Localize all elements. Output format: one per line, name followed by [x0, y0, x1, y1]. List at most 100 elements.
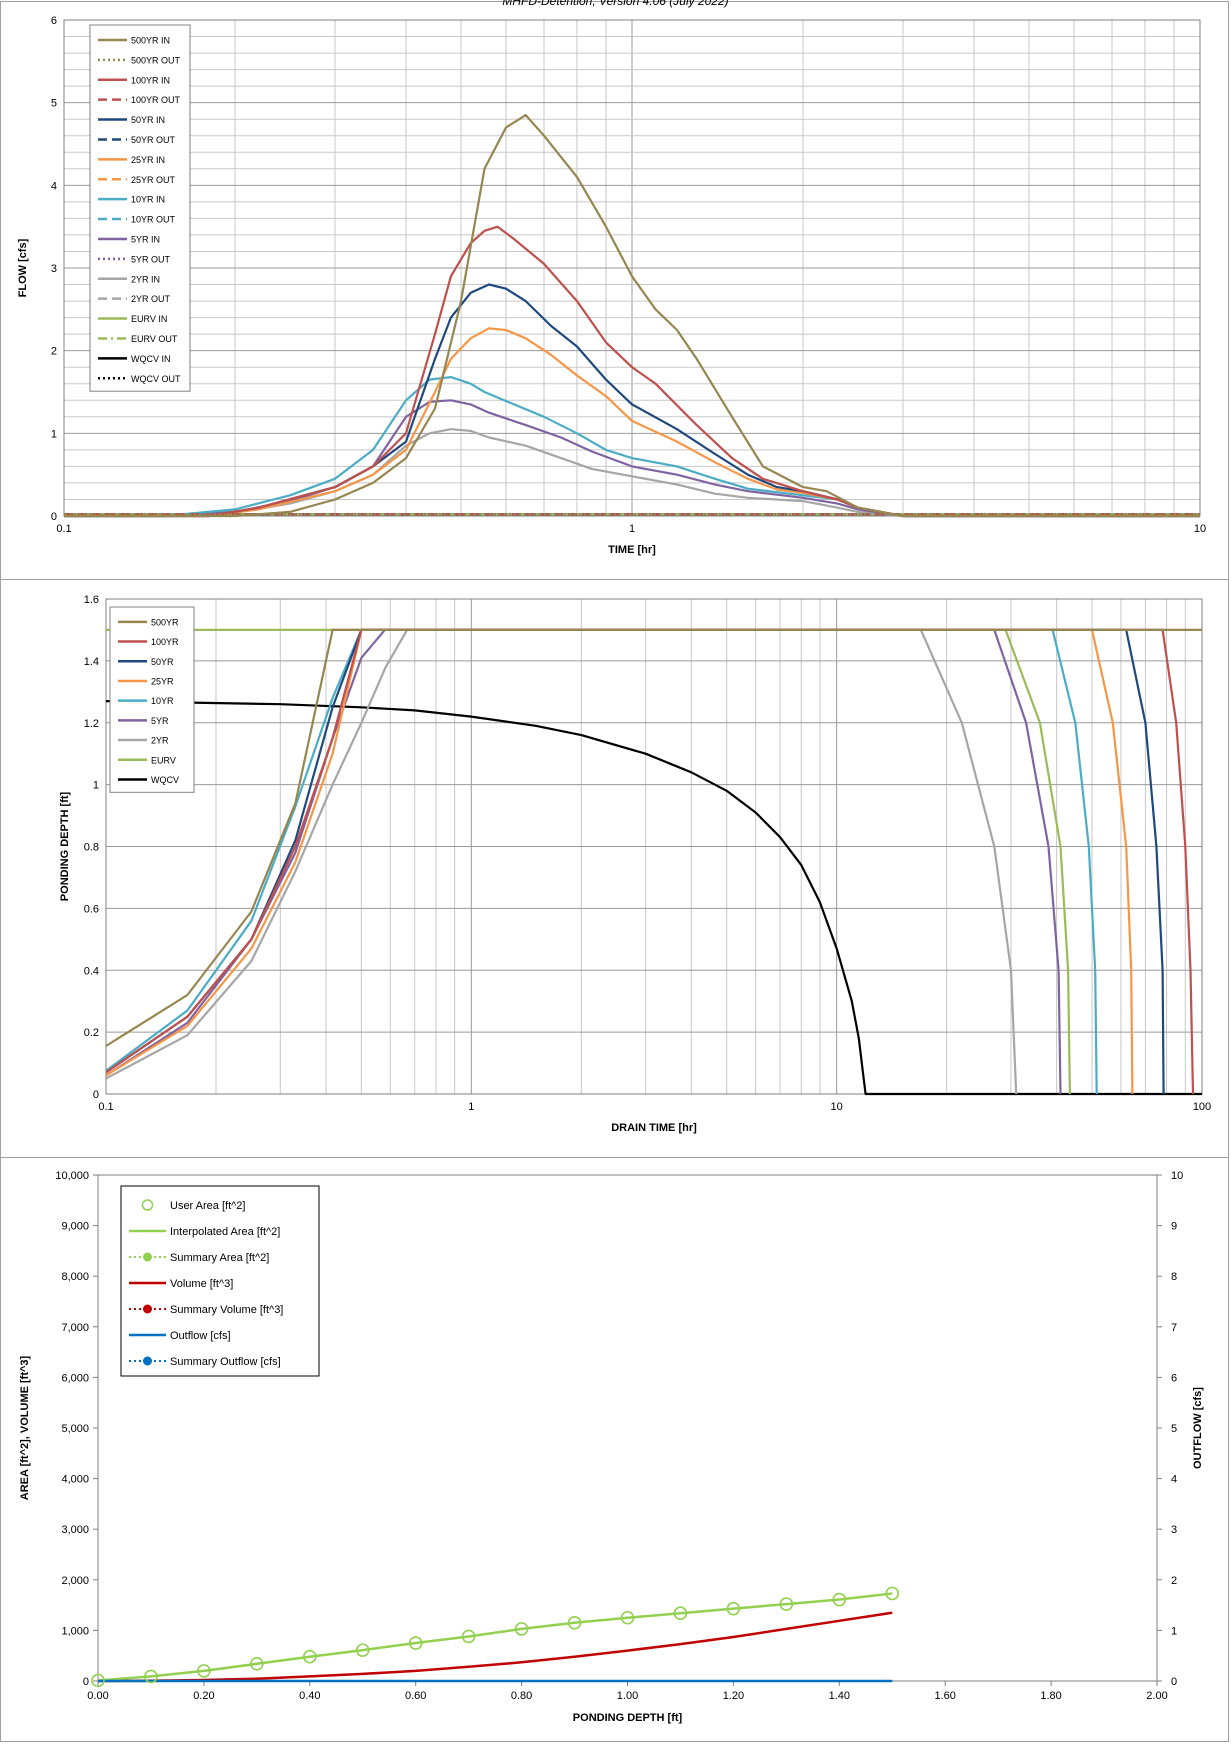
y2-tick-label: 9 [1171, 1221, 1177, 1233]
series-line [106, 700, 1202, 1096]
y-tick-label: 6,000 [61, 1372, 89, 1384]
y-tick-label: 1.4 [84, 656, 99, 668]
gridlines [105, 598, 1203, 1095]
y2-tick-label: 10 [1171, 1170, 1183, 1182]
legend-label: Interpolated Area [ft^2] [170, 1226, 280, 1238]
x-tick-label: 1 [629, 523, 635, 535]
y-tick-label: 1 [51, 428, 57, 440]
y-tick-label: 1.2 [84, 718, 99, 730]
y2-tick-label: 1 [1171, 1625, 1177, 1637]
y-tick-label: 0.2 [84, 1027, 99, 1039]
y2-tick-label: 4 [1171, 1474, 1177, 1486]
series-group [64, 113, 1200, 518]
x-tick-label: 100 [1193, 1101, 1211, 1113]
y-tick-label: 7,000 [61, 1322, 89, 1334]
x-tick-label: 0.40 [299, 1690, 320, 1702]
y-tick-label: 2,000 [61, 1575, 89, 1587]
y-tick-label: 1,000 [61, 1625, 89, 1637]
series-line [64, 225, 1200, 518]
user-area-point [885, 1586, 900, 1601]
legend-label: Summary Volume [ft^3] [170, 1304, 283, 1316]
y2-tick-label: 2 [1171, 1575, 1177, 1587]
y-tick-label: 5,000 [61, 1423, 89, 1435]
legend-label: WQCV [151, 775, 179, 785]
x-tick-label: 1.60 [934, 1690, 955, 1702]
legend-label: 10YR [151, 696, 174, 706]
legend-marker [141, 1199, 154, 1211]
legend-label: Outflow [cfs] [170, 1330, 231, 1342]
drain-time-chart: 0.1 1 10 100 0 0.2 0.4 0.6 0.8 1 1.2 1.4 1.6 DRAIN TI… [59, 594, 1211, 1134]
user-area-point [726, 1601, 741, 1616]
legend-label: Volume [ft^3] [170, 1278, 233, 1290]
user-area-point [91, 1673, 105, 1688]
legend-label: EURV [151, 755, 176, 765]
series-line [64, 327, 1200, 518]
series-group [106, 628, 1202, 1096]
y-tick-label: 0 [93, 1089, 99, 1101]
user-area-point [673, 1606, 688, 1620]
series-line [64, 376, 1200, 518]
y-tick-label: 0 [51, 511, 57, 523]
y-axis-title: AREA [ft^2], VOLUME [ft^3] [19, 1355, 31, 1500]
legend-label: 100YR [151, 637, 179, 647]
y2-tick-label: 8 [1171, 1271, 1177, 1283]
y-tick-label: 1.6 [84, 594, 99, 606]
interpolated-area-line [97, 1592, 893, 1682]
legend: 500YR 100YR 50YR 25YR 10YR 5YR 2YR EURV WQCV [109, 606, 195, 793]
legend-label: EURV IN [131, 314, 167, 324]
legend-label: Summary Outflow [cfs] [170, 1356, 281, 1368]
y-tick-label: 1 [93, 780, 99, 792]
legend-label: 5YR OUT [131, 254, 171, 264]
x-axis-title: PONDING DEPTH [ft] [573, 1712, 683, 1724]
x-tick-label: 2.00 [1146, 1690, 1167, 1702]
y-axis-title: PONDING DEPTH [ft] [59, 791, 71, 901]
user-area-point [302, 1649, 317, 1664]
legend-label: 2YR IN [131, 274, 160, 284]
hydrograph-chart: 0.1 1 10 0 1 2 3 4 5 6 TIME [hr] FLOW [cfs] 500YR IN… [17, 15, 1206, 556]
panel-stage-frame [0, 1157, 1229, 1742]
legend-label: 10YR IN [131, 195, 165, 205]
x-tick-label: 0.1 [56, 523, 71, 535]
user-area-point [514, 1622, 529, 1636]
y-tick-label: 5 [51, 98, 57, 110]
y-tick-label: 10,000 [55, 1170, 89, 1182]
series-line [106, 628, 1018, 1095]
y-tick-label: 0.8 [84, 842, 99, 854]
legend-label: 100YR IN [131, 75, 170, 85]
stage-storage-chart: 0.00 0.20 0.40 0.60 0.80 1.00 1.20 1.40 1.60 1.80… [19, 1170, 1204, 1724]
user-area-point [461, 1629, 476, 1644]
user-area-point [408, 1636, 423, 1650]
y-tick-label: 4 [51, 180, 57, 192]
y-tick-label: 0 [83, 1676, 89, 1688]
y-tick-label: 8,000 [61, 1271, 89, 1283]
series-line [64, 113, 1200, 518]
legend-label: WQCV OUT [131, 374, 181, 384]
y2-tick-label: 6 [1171, 1372, 1177, 1384]
y2-tick-label: 5 [1171, 1423, 1177, 1435]
x-tick-label: 1.40 [829, 1690, 850, 1702]
volume-line [97, 1611, 893, 1683]
y-tick-label: 0.6 [84, 903, 99, 915]
y-tick-label: 4,000 [61, 1474, 89, 1486]
user-area-point [832, 1592, 847, 1607]
x-axis-title: DRAIN TIME [hr] [611, 1122, 697, 1134]
user-area-point [144, 1669, 158, 1684]
x-tick-label: 0.1 [98, 1101, 113, 1113]
legend-label: 25YR [151, 676, 174, 686]
user-area-point [250, 1656, 264, 1671]
legend-label: 2YR [151, 736, 169, 746]
legend-marker [143, 1356, 152, 1366]
x-tick-label: 0.20 [193, 1690, 214, 1702]
legend-box [89, 24, 191, 392]
user-area-point [355, 1643, 370, 1657]
legend-label: 50YR [151, 657, 174, 667]
x-tick-label: 10 [831, 1101, 843, 1113]
y2-tick-label: 3 [1171, 1524, 1177, 1536]
legend-label: 500YR [151, 617, 179, 627]
y-tick-label: 9,000 [61, 1221, 89, 1233]
x-tick-label: 10 [1194, 523, 1206, 535]
user-area-point [197, 1664, 211, 1678]
user-area-point [779, 1597, 794, 1611]
y2-axis-title: OUTFLOW [cfs] [1192, 1387, 1204, 1469]
legend-label: 2YR OUT [131, 294, 171, 304]
